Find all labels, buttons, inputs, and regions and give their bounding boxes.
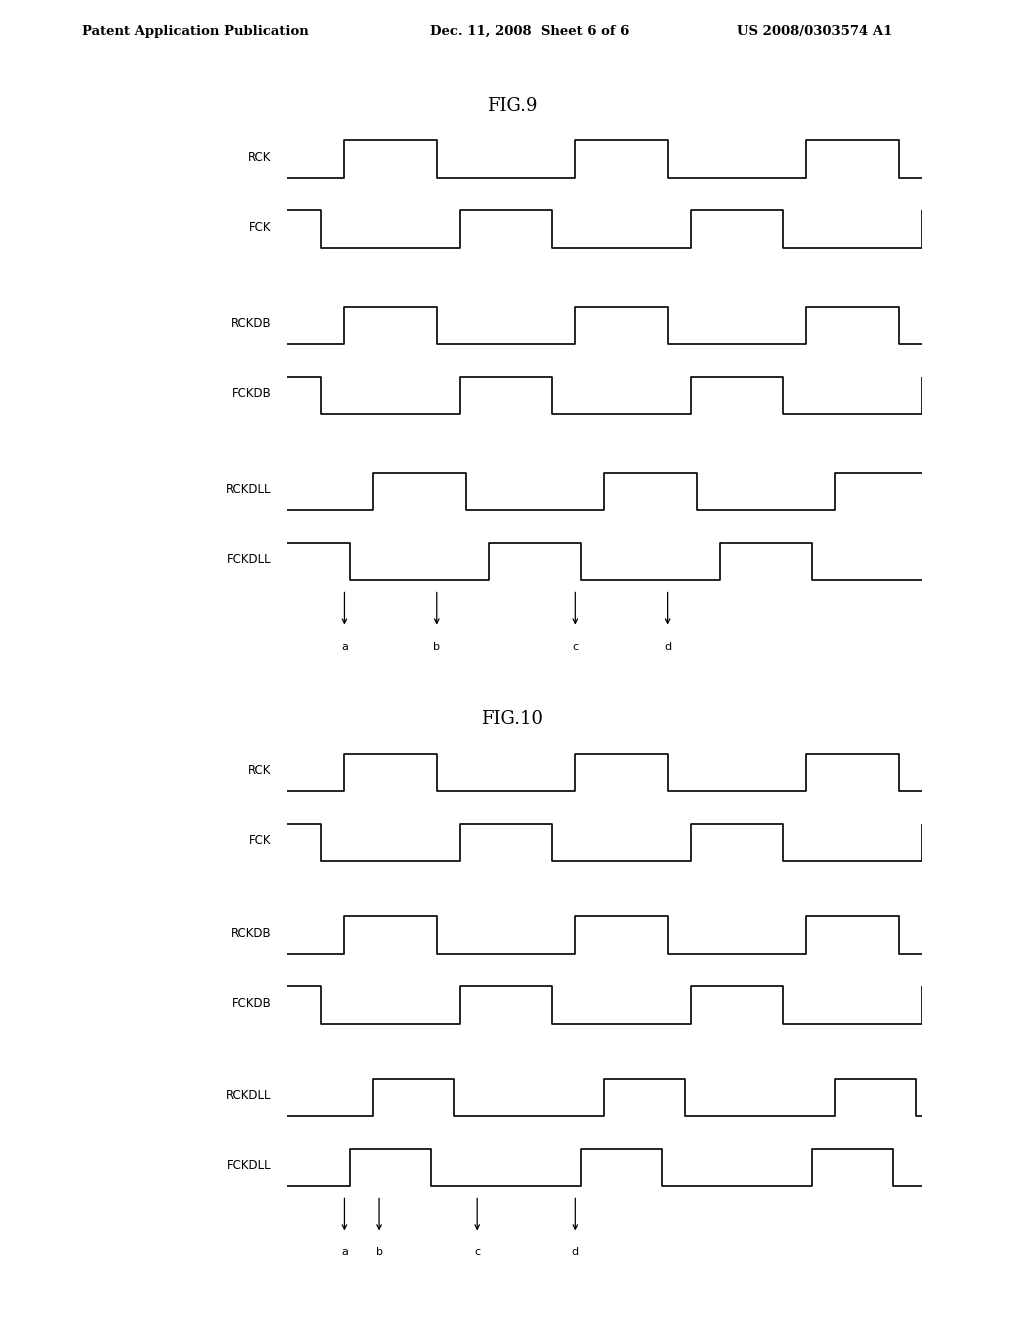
Text: b: b [433, 642, 440, 652]
Text: US 2008/0303574 A1: US 2008/0303574 A1 [737, 25, 893, 38]
Text: FCKDB: FCKDB [231, 387, 271, 400]
Text: d: d [665, 642, 671, 652]
Text: Patent Application Publication: Patent Application Publication [82, 25, 308, 38]
Text: RCKDB: RCKDB [230, 927, 271, 940]
Text: c: c [572, 642, 579, 652]
Text: FCKDLL: FCKDLL [226, 553, 271, 566]
Text: d: d [571, 1247, 579, 1258]
Text: RCKDLL: RCKDLL [226, 483, 271, 496]
Text: Dec. 11, 2008  Sheet 6 of 6: Dec. 11, 2008 Sheet 6 of 6 [430, 25, 630, 38]
Text: FCKDLL: FCKDLL [226, 1159, 271, 1172]
Text: c: c [474, 1247, 480, 1258]
Text: RCKDB: RCKDB [230, 317, 271, 330]
Text: FCK: FCK [249, 834, 271, 847]
Text: FCKDB: FCKDB [231, 997, 271, 1010]
Text: FCK: FCK [249, 220, 271, 234]
Text: FIG.10: FIG.10 [481, 710, 543, 729]
Text: a: a [341, 642, 348, 652]
Text: FIG.9: FIG.9 [486, 96, 538, 115]
Text: b: b [376, 1247, 383, 1258]
Text: RCK: RCK [248, 764, 271, 777]
Text: a: a [341, 1247, 348, 1258]
Text: RCKDLL: RCKDLL [226, 1089, 271, 1102]
Text: RCK: RCK [248, 150, 271, 164]
